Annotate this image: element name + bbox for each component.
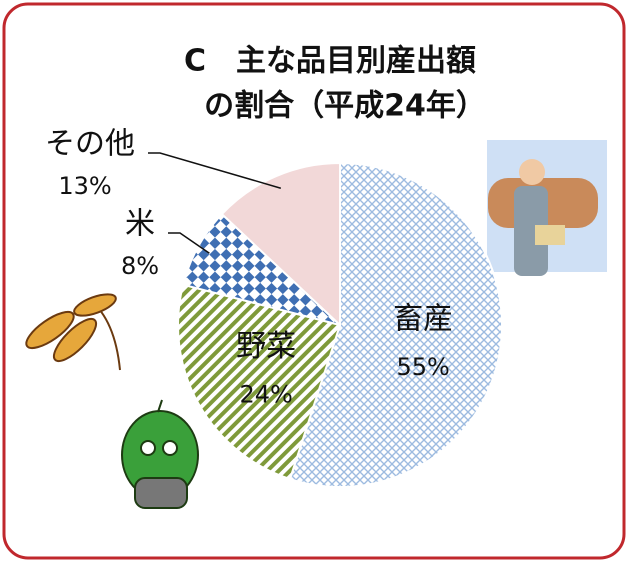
chart: C 主な品目別産出額 の割合（平成24年） 畜産 55% 野菜 24% 米 8% その他 13… xyxy=(0,0,628,562)
value-label: 24% xyxy=(240,381,293,409)
slice-label: 畜産 xyxy=(393,302,453,337)
value-label: 55% xyxy=(397,353,450,381)
chart-title: C 主な品目別産出額 xyxy=(184,44,476,79)
slice-label: 野菜 xyxy=(236,329,296,364)
value-label: 13% xyxy=(58,172,111,200)
farmer-illustration xyxy=(487,140,607,276)
chart-title: の割合（平成24年） xyxy=(204,89,486,124)
slice-label: その他 xyxy=(45,127,135,162)
slice-label: 米 xyxy=(125,207,155,242)
page: C 主な品目別産出額 の割合（平成24年） 畜産 55% 野菜 24% 米 8% その他 13… xyxy=(0,0,628,566)
value-label: 8% xyxy=(121,252,159,280)
